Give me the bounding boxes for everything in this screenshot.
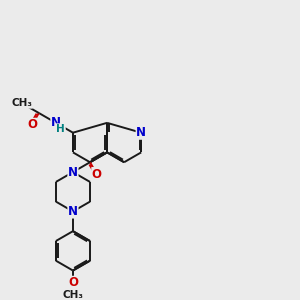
- Text: CH₃: CH₃: [62, 290, 83, 300]
- Text: N: N: [68, 205, 78, 218]
- Text: CH₃: CH₃: [11, 98, 32, 108]
- Text: N: N: [136, 126, 146, 139]
- Text: N: N: [68, 166, 78, 178]
- Text: H: H: [56, 124, 65, 134]
- Text: N: N: [51, 116, 61, 129]
- Text: O: O: [68, 276, 78, 289]
- Text: O: O: [92, 168, 102, 181]
- Text: O: O: [27, 118, 37, 131]
